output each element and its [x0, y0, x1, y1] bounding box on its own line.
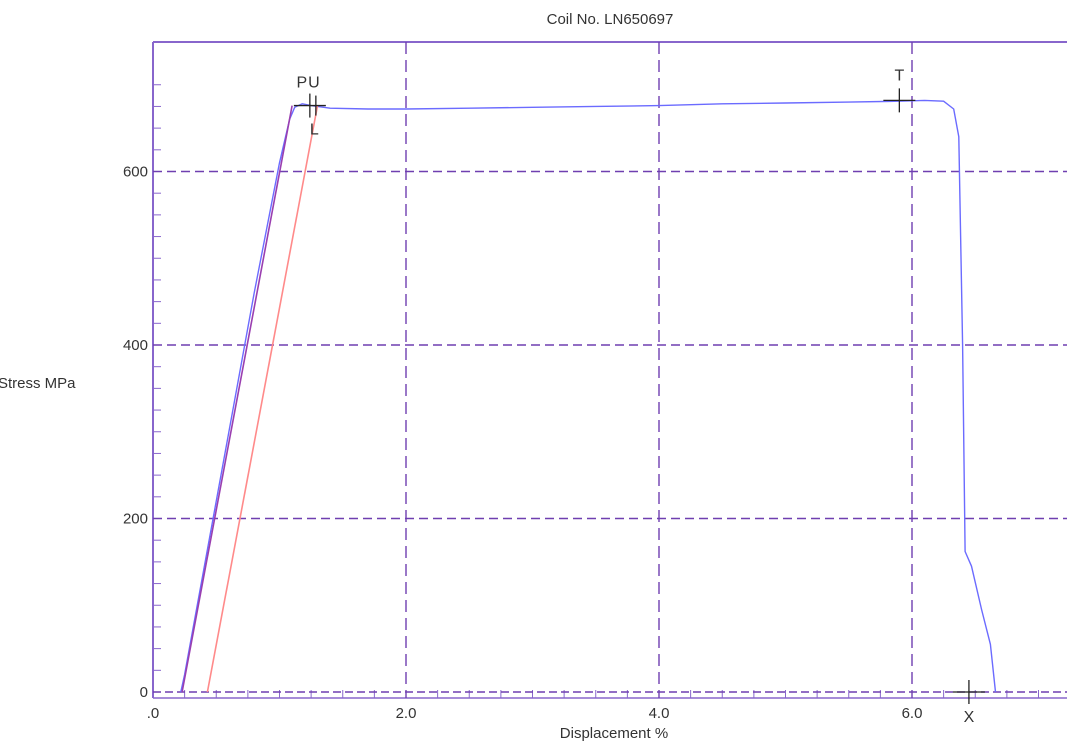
- y-tick-label: 200: [123, 511, 148, 528]
- plot-area: 0 200 400 600 .0 2.0 4.0 6.0 P U L T X: [123, 41, 1067, 726]
- stress-curve: [180, 99, 997, 693]
- y-axis-label: Stress MPa: [0, 375, 76, 392]
- marker-l-label: L: [310, 122, 319, 139]
- x-tick-label: .0: [147, 705, 160, 722]
- x-tick-label: 2.0: [396, 705, 417, 722]
- marker-p-label: P: [297, 75, 308, 92]
- y-tick-label: 600: [123, 164, 148, 181]
- chart-title: Coil No. LN650697: [547, 11, 674, 28]
- x-tick-label: 4.0: [649, 705, 670, 722]
- x-tick-label: 6.0: [902, 705, 923, 722]
- offset-line: [206, 105, 319, 693]
- marker-t-label: T: [894, 67, 904, 84]
- y-tick-label: 0: [140, 684, 148, 701]
- elastic-fit-line: [181, 105, 293, 693]
- marker-x-label: X: [964, 709, 975, 726]
- marker-u-label: U: [308, 75, 320, 92]
- x-axis-label: Displacement %: [560, 725, 668, 742]
- y-tick-label: 400: [123, 337, 148, 354]
